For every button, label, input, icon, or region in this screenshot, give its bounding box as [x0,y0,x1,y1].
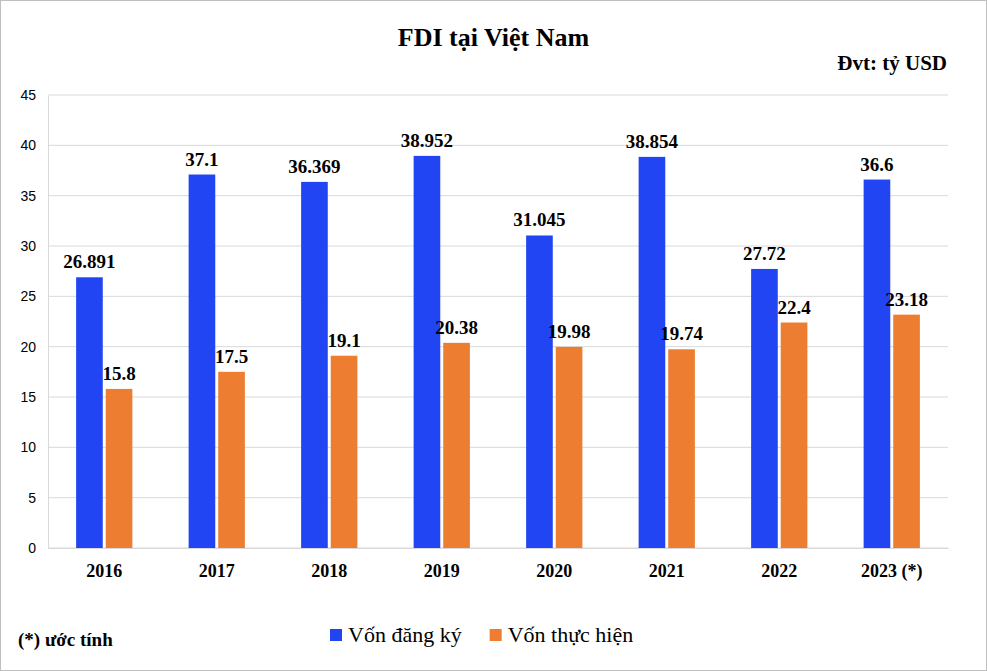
data-label: 26.891 [63,251,115,272]
legend-item: Vốn đăng ký [330,622,462,647]
bar [106,389,133,548]
legend-label: Vốn đăng ký [348,622,462,647]
y-tick: 5 [28,490,48,506]
grid-line [48,145,948,146]
x-tick-label: 2020 [536,561,572,581]
y-tick-label: 20 [20,339,36,355]
y-tick-label: 0 [28,540,36,556]
data-labels: 26.891 37.1 36.369 38.952 31.045 38.854 27.72 3… [63,130,928,384]
y-tick-label: 25 [20,288,36,304]
bar [751,269,778,548]
grid-line [48,195,948,196]
footnote: (*) ước tính [18,629,113,651]
y-tick-label: 30 [20,238,36,254]
y-tick: 20 [20,339,48,355]
y-tick-label: 15 [20,389,36,405]
data-label: 38.854 [626,131,679,152]
data-label: 23.18 [885,289,928,310]
y-tick-label: 45 [20,87,36,103]
y-tick: 15 [20,389,48,405]
y-tick-label: 5 [28,490,36,506]
data-label: 38.952 [401,130,453,151]
y-tick-label: 40 [20,137,36,153]
y-axis-line [48,96,49,549]
bar [893,315,920,548]
data-label: 19.98 [548,321,591,342]
y-tick-label: 35 [20,188,36,204]
x-axis-line [49,548,949,549]
chart-container: 0510152025303540452016201720182019202020… [0,0,987,671]
y-axis: 0 5 10 15 20 25 30 35 40 45 [20,87,48,556]
grid-line [48,497,948,498]
data-label: 19.74 [660,323,703,344]
grid-line [48,346,948,347]
x-tick: 2020 [536,548,572,581]
bar [76,277,103,548]
legend-label: Vốn thực hiện [508,622,634,647]
data-label: 31.045 [513,209,565,230]
x-tick-label: 2016 [86,561,122,581]
bar [668,349,695,548]
bar [781,323,808,548]
data-label: 15.8 [102,363,135,384]
y-tick: 45 [20,87,48,103]
y-tick: 30 [20,238,48,254]
grid-line [48,296,948,297]
bar [414,156,441,548]
x-tick-label: 2017 [199,561,235,581]
chart-frame [1,1,987,671]
y-tick: 40 [20,137,48,153]
x-axis: 2016 2017 2018 2019 2020 2021 2022 2023 (*) [49,548,949,582]
x-tick-label: 2023 (*) [861,561,923,582]
data-label: 19.1 [327,330,360,351]
bar [864,180,891,548]
x-tick: 2019 [424,548,460,581]
y-tick: 0 [28,540,48,556]
x-tick: 2021 [649,548,685,581]
grid-line [48,246,948,247]
chart-svg: 0510152025303540452016201720182019202020… [0,0,987,671]
x-tick: 2018 [311,548,347,581]
legend-swatch [330,629,342,641]
bar [331,356,358,548]
legend-swatch [490,629,502,641]
bar [556,347,583,548]
grid-line [48,447,948,448]
data-label: 36.6 [860,154,893,175]
legend: Vốn đăng ký Vốn thực hiện [330,622,633,647]
x-tick-label: 2019 [424,561,460,581]
data-label: 20.38 [435,317,478,338]
bar [526,235,553,548]
bar [443,343,470,548]
grid-line [48,548,948,549]
y-tick: 25 [20,288,48,304]
legend-item: Vốn thực hiện [490,622,634,647]
x-tick: 2016 [86,548,122,581]
x-tick-label: 2018 [311,561,347,581]
grid [48,95,948,548]
grid-line [48,95,948,96]
bars [76,156,920,548]
x-tick: 2022 [761,548,797,581]
chart-subtitle: Đvt: tỷ USD [837,51,947,75]
plot-area: 0510152025303540452016201720182019202020… [20,87,948,582]
bar [189,175,216,548]
x-tick-label: 2022 [761,561,797,581]
x-tick: 2017 [199,548,235,581]
x-tick: 2023 (*) [861,548,923,582]
data-label: 22.4 [777,297,811,318]
data-label: 37.1 [185,149,218,170]
grid-line [48,397,948,398]
data-label: 36.369 [288,156,340,177]
bar [639,157,666,548]
bar [218,372,245,548]
data-label: 27.72 [743,243,786,264]
bar [301,182,328,548]
chart-title: FDI tại Việt Nam [398,23,590,52]
y-tick-label: 10 [20,439,36,455]
y-tick: 10 [20,439,48,455]
y-tick: 35 [20,188,48,204]
x-tick-label: 2021 [649,561,685,581]
data-label: 17.5 [215,346,248,367]
